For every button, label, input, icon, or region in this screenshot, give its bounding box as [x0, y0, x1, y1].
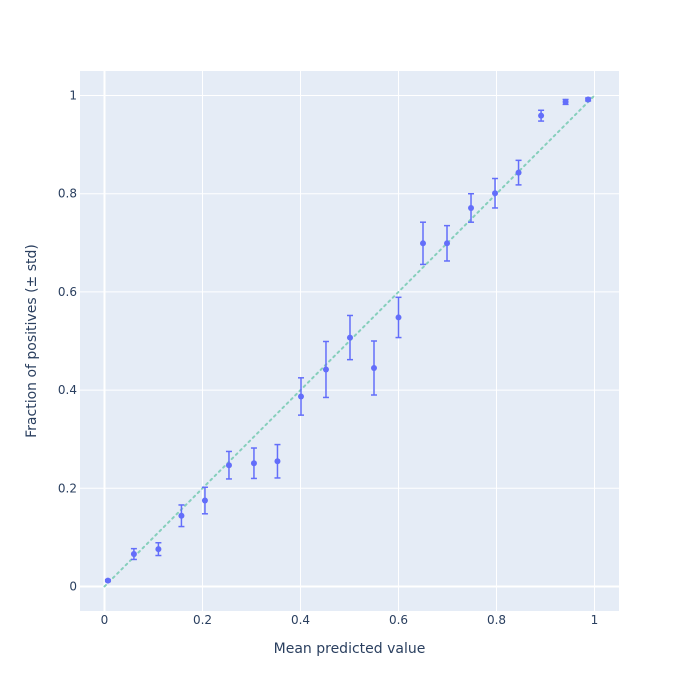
- data-point-group: [130, 547, 137, 561]
- data-point-group: [250, 447, 257, 480]
- x-tick-label: 0.6: [389, 613, 408, 627]
- x-tick-label: 0: [101, 613, 109, 627]
- data-point: [178, 512, 185, 519]
- data-point: [201, 497, 208, 504]
- data-point: [468, 204, 475, 211]
- x-tick-labels: 0 0.2 0.4 0.6 0.8 1: [101, 613, 599, 627]
- data-point-group: [585, 96, 592, 103]
- data-point: [250, 460, 257, 467]
- data-point-group: [155, 542, 162, 557]
- reference-line-layer: [103, 94, 596, 588]
- data-point-group: [297, 377, 304, 416]
- data-point-group: [225, 450, 232, 480]
- data-point-group: [178, 504, 185, 528]
- data-point: [130, 551, 137, 558]
- data-point-group: [346, 314, 353, 361]
- data-point: [322, 366, 329, 373]
- data-point: [562, 98, 569, 105]
- x-tick-label: 0.8: [487, 613, 506, 627]
- y-tick-label: 0.6: [58, 285, 77, 299]
- x-tick-label: 1: [591, 613, 599, 627]
- y-tick-label: 0.8: [58, 187, 77, 201]
- data-point-group: [562, 98, 569, 106]
- y-tick-label: 0: [69, 579, 77, 593]
- data-layer: [104, 96, 592, 584]
- data-point-group: [468, 192, 475, 223]
- grid: [80, 71, 619, 611]
- y-tick-label: 0.2: [58, 481, 77, 495]
- data-point-group: [274, 443, 281, 479]
- data-point: [225, 462, 232, 469]
- data-point-group: [515, 159, 522, 186]
- reference-line: [103, 94, 596, 588]
- x-axis-title: Mean predicted value: [274, 641, 426, 657]
- y-tick-label: 0.4: [58, 383, 77, 397]
- data-point: [420, 240, 426, 247]
- data-point-group: [492, 177, 499, 209]
- data-point-group: [444, 224, 451, 262]
- data-point: [346, 334, 353, 341]
- x-tick-label: 0.2: [193, 613, 212, 627]
- y-tick-labels: 0 0.2 0.4 0.6 0.8 1: [58, 89, 77, 594]
- x-tick-label: 0.4: [291, 613, 310, 627]
- data-point-group: [538, 109, 545, 122]
- data-point-group: [104, 577, 111, 584]
- data-point: [444, 240, 451, 247]
- data-point: [371, 365, 377, 371]
- data-point: [515, 169, 522, 176]
- data-point: [104, 577, 111, 584]
- data-point: [155, 546, 162, 553]
- data-point-group: [371, 340, 377, 396]
- data-point: [492, 190, 499, 197]
- data-point: [538, 112, 545, 119]
- data-point-group: [420, 221, 426, 266]
- data-point: [585, 96, 592, 103]
- data-point-group: [322, 340, 329, 399]
- data-point-group: [395, 296, 402, 339]
- y-tick-label: 1: [69, 89, 77, 103]
- y-axis-title: Fraction of positives (± std): [24, 244, 40, 438]
- data-point-group: [201, 486, 208, 515]
- data-point: [297, 393, 304, 400]
- data-point: [395, 314, 402, 321]
- data-point: [274, 458, 281, 465]
